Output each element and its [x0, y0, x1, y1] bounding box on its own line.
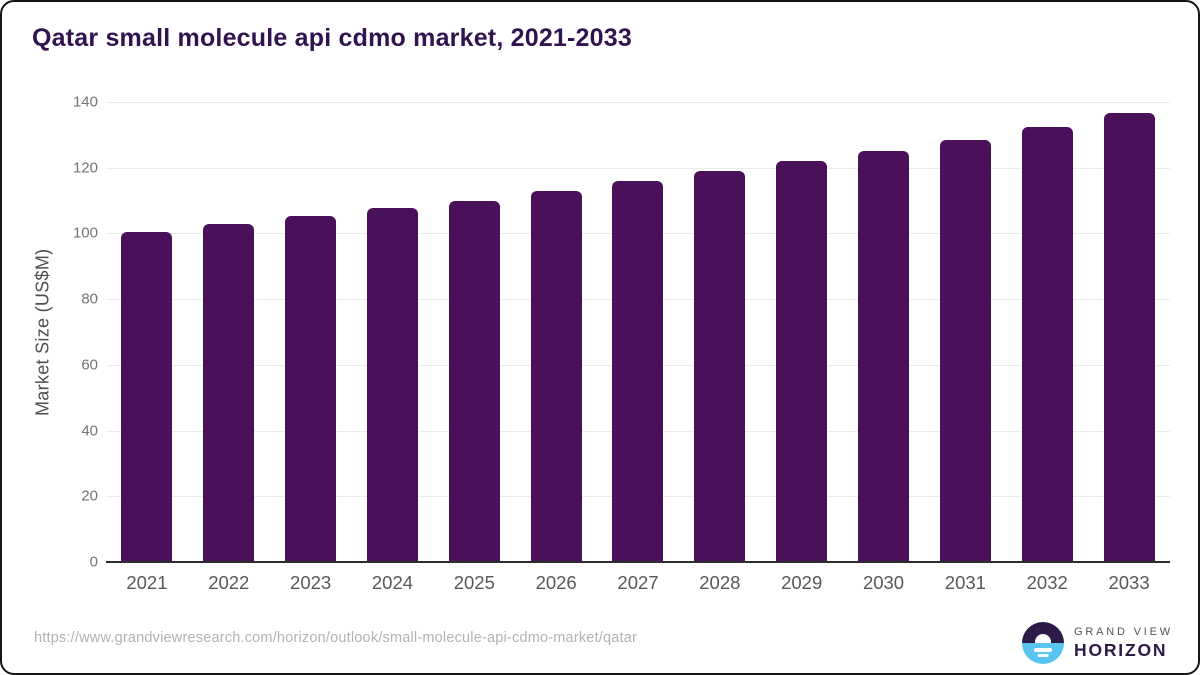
- x-tick-label-2032: 2032: [1026, 572, 1068, 593]
- x-tick-label-2033: 2033: [1108, 572, 1150, 593]
- horizon-sun-icon: [1022, 622, 1064, 664]
- bar-slot-2021: [106, 102, 188, 562]
- brand-wordmark: GRAND VIEW HORIZON: [1074, 626, 1173, 660]
- reflection-line-1: [1034, 648, 1052, 652]
- chart-title: Qatar small molecule api cdmo market, 20…: [32, 24, 632, 52]
- bar-slot-2033: [1088, 102, 1170, 562]
- bar-2025[interactable]: [448, 200, 500, 562]
- y-tick-label-100: 100: [72, 224, 98, 242]
- y-tick-label-40: 40: [81, 422, 98, 440]
- bar-slot-2023: [270, 102, 352, 562]
- bar-2031[interactable]: [939, 139, 991, 562]
- bar-slot-2026: [515, 102, 597, 562]
- bar-slot-2030: [843, 102, 925, 562]
- y-tick-label-20: 20: [81, 487, 98, 505]
- bar-slot-2025: [433, 102, 515, 562]
- x-tick-label-2029: 2029: [781, 572, 823, 593]
- y-tick-label-120: 120: [72, 159, 98, 177]
- x-axis-line: [106, 561, 1170, 563]
- bar-slot-2027: [597, 102, 679, 562]
- x-tick-label-2027: 2027: [617, 572, 659, 593]
- x-tick-label-2026: 2026: [535, 572, 577, 593]
- bar-slot-2032: [1006, 102, 1088, 562]
- source-url-link[interactable]: https://www.grandviewresearch.com/horizo…: [34, 630, 638, 646]
- y-tick-label-0: 0: [89, 553, 98, 571]
- bar-2028[interactable]: [694, 170, 746, 562]
- bars-row: [106, 102, 1170, 562]
- bar-2026[interactable]: [530, 190, 582, 562]
- gridline-140: [106, 102, 1170, 103]
- bar-chart-plot-area: 0 20 40 60 80 100 120 140 2021 2022 2023 2024 2025 2…: [73, 94, 1170, 593]
- bar-slot-2024: [352, 102, 434, 562]
- reflection-line-2: [1037, 654, 1049, 657]
- x-tick-label-2025: 2025: [453, 572, 495, 593]
- bar-2022[interactable]: [203, 223, 255, 562]
- y-tick-label-140: 140: [72, 93, 98, 111]
- x-tick-label-2024: 2024: [371, 572, 414, 593]
- x-tick-label-2030: 2030: [862, 572, 905, 593]
- grand-view-horizon-logo[interactable]: GRAND VIEW HORIZON: [1022, 622, 1173, 664]
- bar-2024[interactable]: [366, 207, 418, 562]
- x-tick-label-2028: 2028: [699, 572, 741, 593]
- x-tick-label-2022: 2022: [208, 572, 250, 593]
- bar-2021[interactable]: [121, 231, 173, 562]
- y-tick-label-60: 60: [81, 356, 98, 374]
- bar-2030[interactable]: [858, 150, 910, 562]
- brand-name-top: GRAND VIEW: [1074, 625, 1173, 638]
- bar-2033[interactable]: [1103, 113, 1155, 562]
- bar-2029[interactable]: [776, 160, 828, 562]
- bar-slot-2029: [761, 102, 843, 562]
- y-axis-tick-labels: 0 20 40 60 80 100 120 140: [36, 94, 98, 571]
- bar-2027[interactable]: [612, 180, 664, 562]
- x-axis-labels: 2021 2022 2023 2024 2025 2026 2027 2028 2029 2030…: [106, 572, 1170, 594]
- gridline-120: [106, 167, 1170, 169]
- x-tick-label-2023: 2023: [290, 572, 332, 593]
- bar-slot-2022: [188, 102, 270, 562]
- bar-slot-2031: [924, 102, 1006, 562]
- bar-2032[interactable]: [1021, 126, 1073, 562]
- x-tick-label-2021: 2021: [126, 572, 168, 593]
- bar-2023[interactable]: [285, 215, 337, 562]
- bar-slot-2028: [679, 102, 761, 562]
- x-tick-label-2031: 2031: [944, 572, 986, 593]
- y-tick-label-80: 80: [81, 290, 98, 308]
- brand-name-bottom: HORIZON: [1074, 639, 1168, 660]
- sun-shape: [1035, 634, 1051, 643]
